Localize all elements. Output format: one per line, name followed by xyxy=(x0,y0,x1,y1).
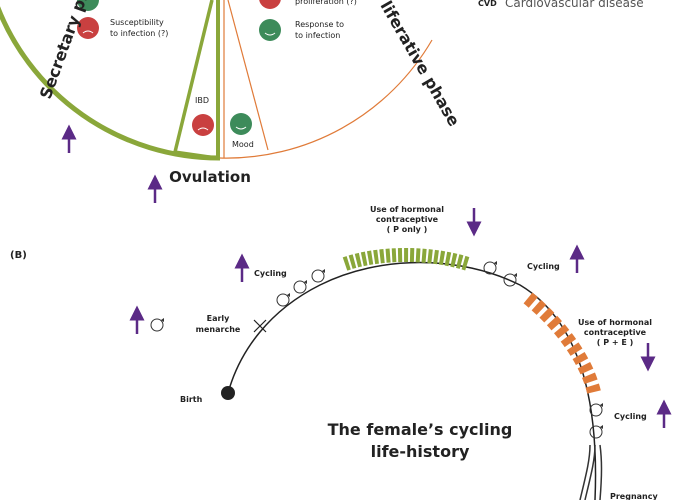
label: proliferation (?) xyxy=(295,0,357,6)
label: Susceptibility to infection (?) xyxy=(110,18,168,38)
label: Cycling xyxy=(614,412,647,421)
legend-text: Cardiovascular disease xyxy=(505,0,644,10)
label: Birth xyxy=(180,395,203,404)
ovulation-label: Ovulation xyxy=(169,168,251,186)
label: Response to to infection xyxy=(295,20,344,40)
label: Pregnancy xyxy=(610,492,658,500)
smileys xyxy=(77,0,281,136)
title: The female’s cycling life-history xyxy=(328,420,513,461)
life-curve xyxy=(150,248,604,500)
phase-label: liferative phase xyxy=(377,0,464,130)
arrows xyxy=(61,124,672,428)
label: Cycling xyxy=(254,269,287,278)
label: IBD xyxy=(195,96,209,105)
label: Early menarche xyxy=(196,314,241,334)
panel-label: (B) xyxy=(10,250,27,261)
legend-abbr: CVD xyxy=(478,0,497,8)
label: Use of hormonal contraceptive( P only ) xyxy=(370,205,444,234)
label: Mood xyxy=(232,140,254,149)
phase-label: Secretary pha xyxy=(36,0,97,101)
label: Cycling xyxy=(527,262,560,271)
cycle-wheel xyxy=(0,0,433,161)
label: Use of hormonal contraceptive( P + E ) xyxy=(578,318,652,347)
